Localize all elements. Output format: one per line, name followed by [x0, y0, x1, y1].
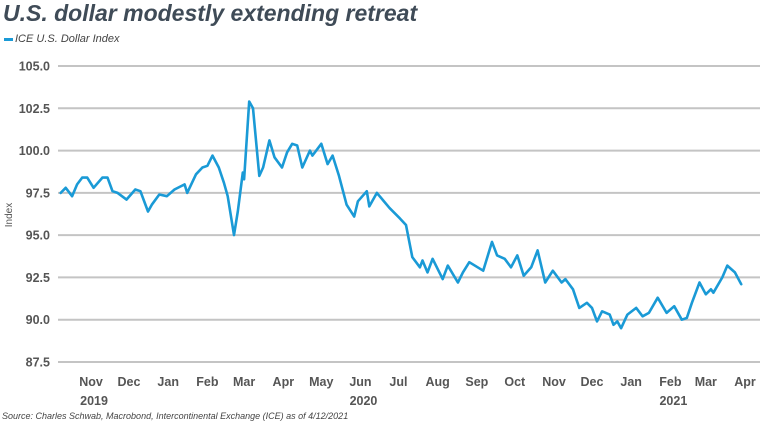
x-tick-label: Feb	[659, 375, 682, 389]
y-tick-label: 105.0	[19, 60, 50, 74]
source-note: Source: Charles Schwab, Macrobond, Inter…	[2, 411, 349, 421]
y-axis-label: Index	[4, 203, 15, 227]
y-tick-label: 95.0	[26, 229, 50, 243]
x-tick-label: Mar	[233, 375, 255, 389]
x-tick-label: Aug	[425, 375, 449, 389]
x-tick-label: Dec	[118, 375, 141, 389]
x-tick-label: Jul	[389, 375, 407, 389]
y-tick-label: 92.5	[26, 271, 50, 285]
y-tick-label: 100.0	[19, 144, 50, 158]
x-tick-label: Jun	[349, 375, 371, 389]
y-tick-label: 97.5	[26, 186, 50, 200]
x-tick-label: Sep	[465, 375, 488, 389]
x-tick-label: Jan	[157, 375, 179, 389]
chart-title: U.S. dollar modestly extending retreat	[3, 0, 418, 26]
x-tick-label: Mar	[695, 375, 717, 389]
x-tick-label: May	[309, 375, 333, 389]
x-tick-label: Apr	[273, 375, 295, 389]
x-year-label: 2019	[80, 394, 108, 408]
legend-swatch	[4, 37, 13, 41]
x-tick-label: Jan	[620, 375, 642, 389]
x-tick-label: Nov	[542, 375, 566, 389]
series-line-ice-usd-index	[59, 100, 743, 330]
y-tick-label: 87.5	[26, 356, 50, 370]
y-tick-label: 102.5	[19, 102, 50, 116]
x-year-label: 2021	[659, 394, 687, 408]
x-tick-label: Nov	[79, 375, 103, 389]
x-tick-label: Apr	[734, 375, 756, 389]
y-tick-label: 90.0	[26, 313, 50, 327]
x-tick-label: Dec	[580, 375, 603, 389]
x-year-label: 2020	[350, 394, 378, 408]
x-tick-label: Feb	[196, 375, 219, 389]
legend-label: ICE U.S. Dollar Index	[15, 33, 120, 45]
x-tick-label: Oct	[504, 375, 526, 389]
legend: ICE U.S. Dollar Index	[4, 33, 120, 45]
